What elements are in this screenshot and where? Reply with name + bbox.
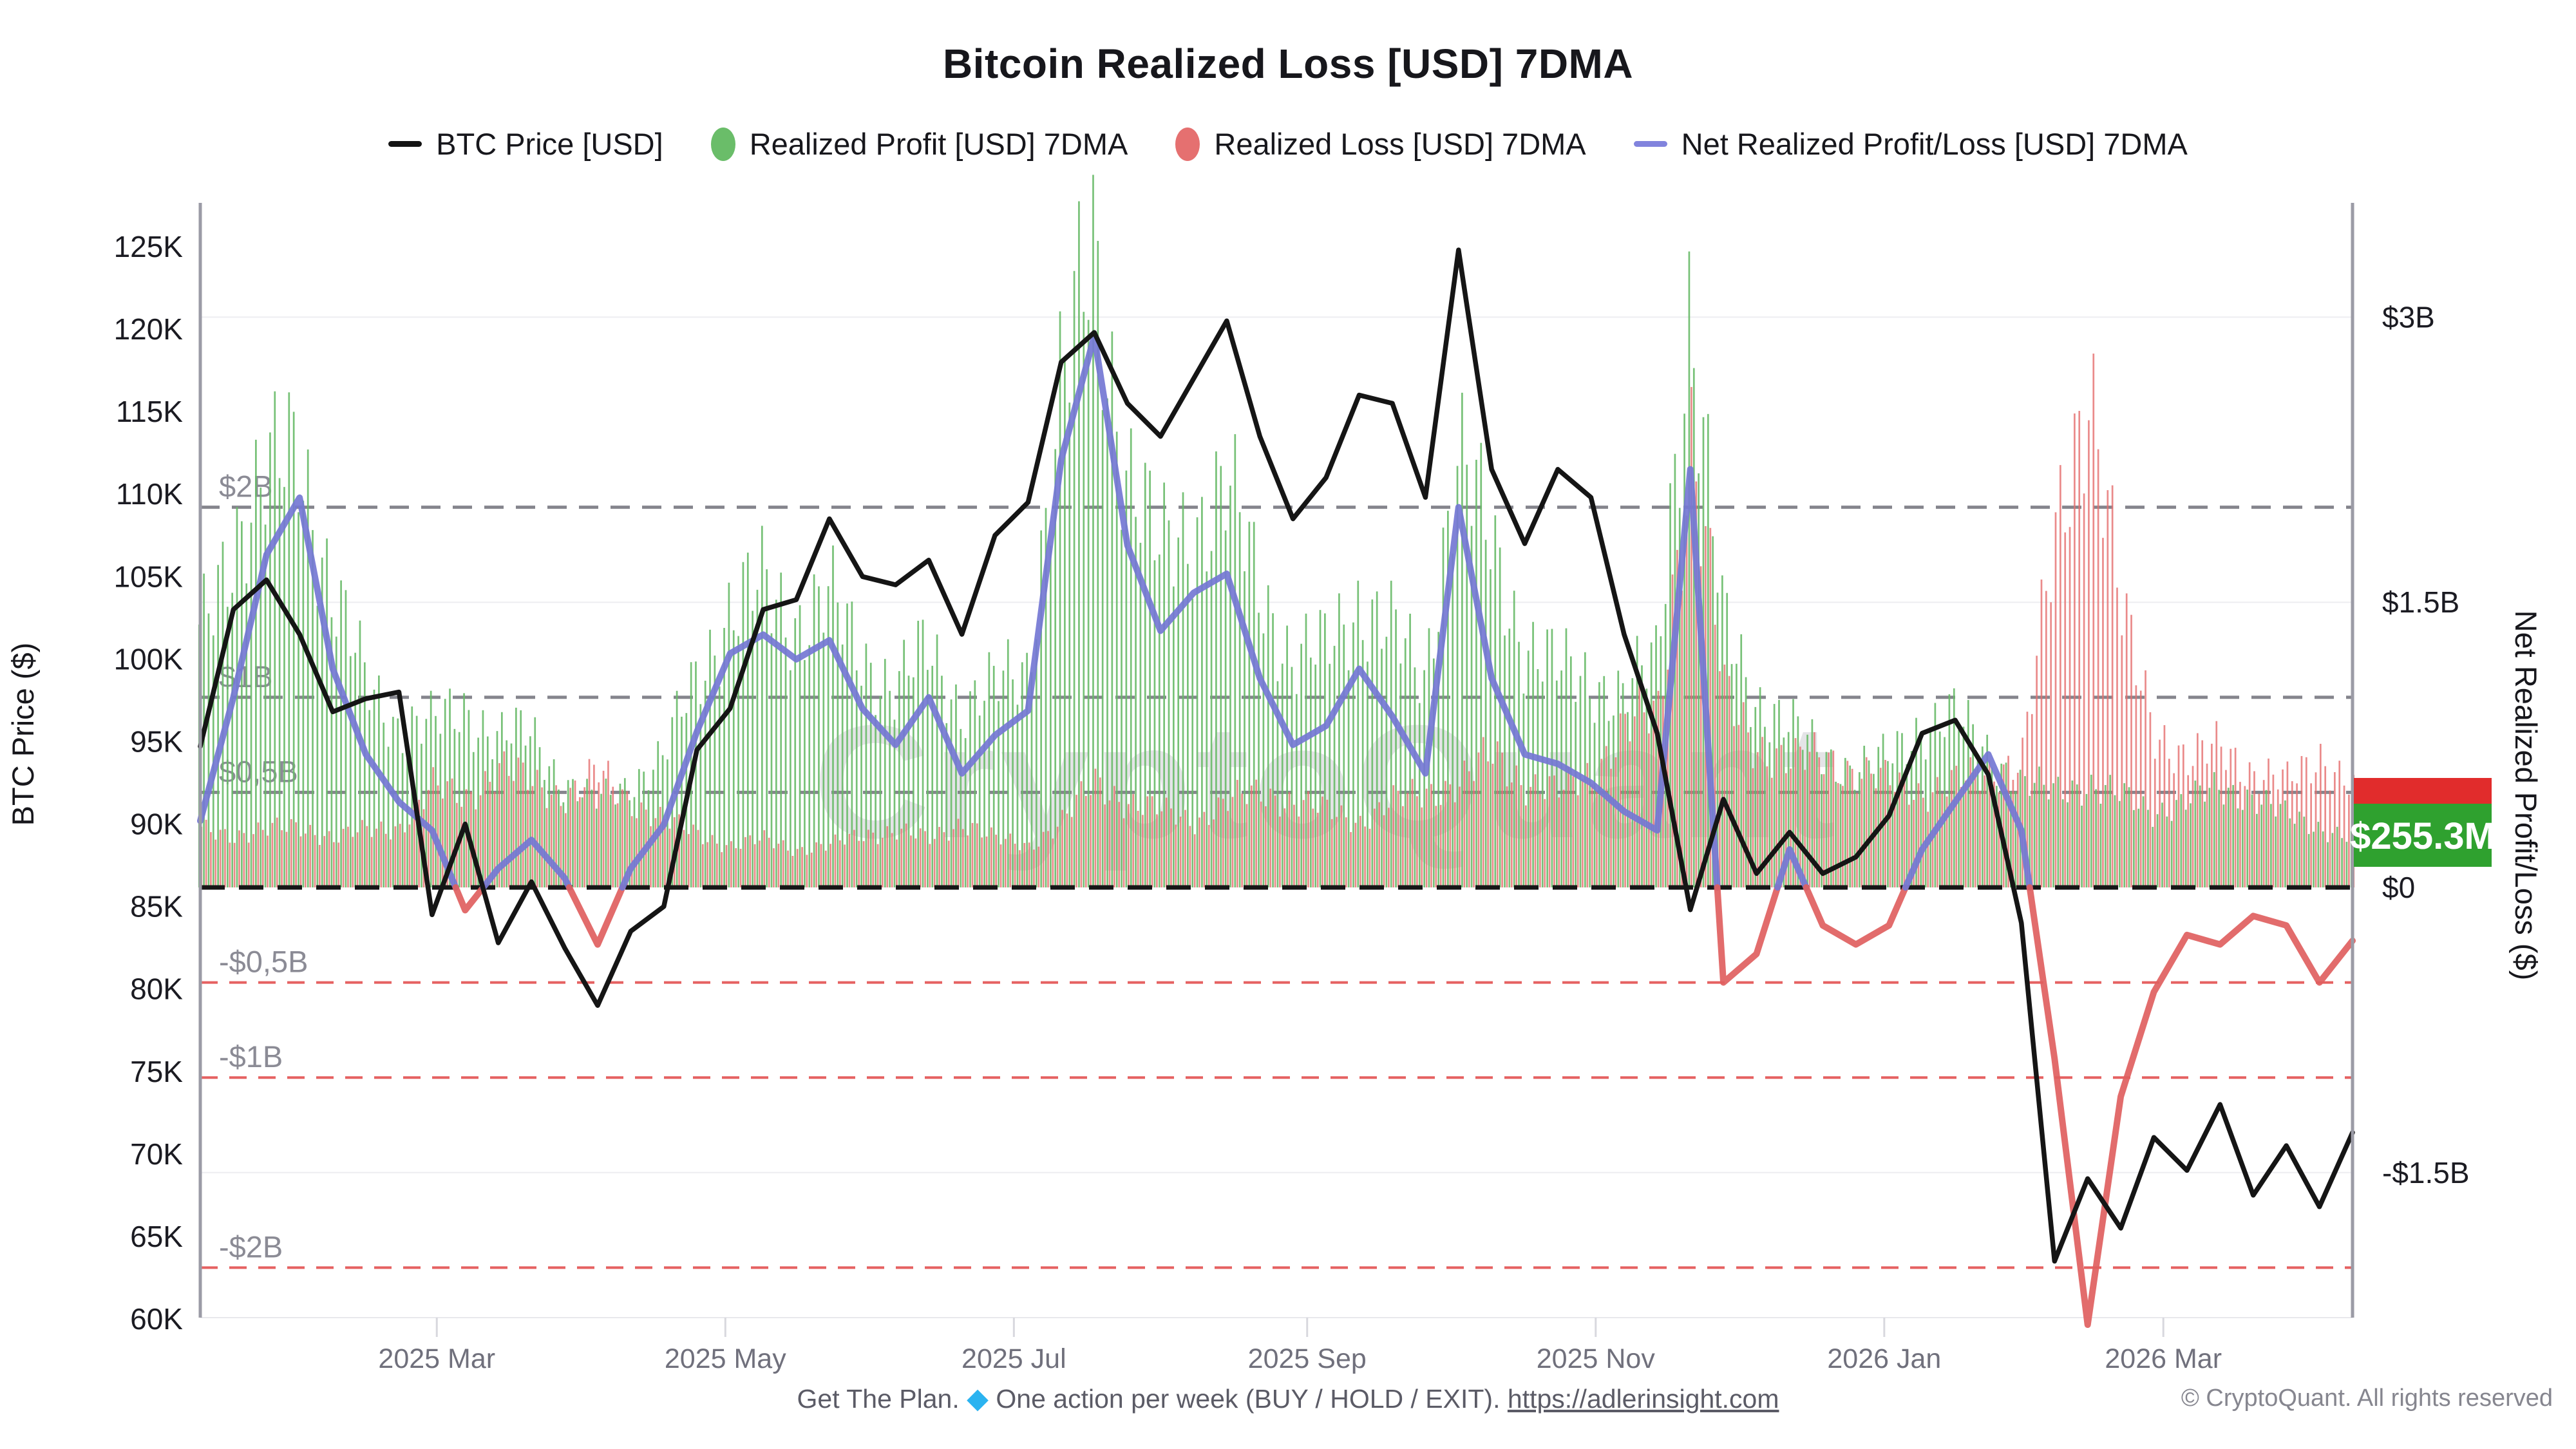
last-value-badges: $255.3M — [2350, 778, 2496, 867]
svg-text:2025 Nov: 2025 Nov — [1537, 1343, 1656, 1374]
legend-item-net-realized-profit-loss-usd-7dma[interactable]: Net Realized Profit/Loss [USD] 7DMA — [1633, 126, 2188, 162]
legend-item-realized-loss-usd-7dma[interactable]: Realized Loss [USD] 7DMA — [1175, 126, 1586, 162]
svg-text:-$1.5B: -$1.5B — [2382, 1156, 2470, 1189]
svg-text:70K: 70K — [130, 1137, 183, 1171]
svg-text:-$2B: -$2B — [219, 1229, 283, 1264]
svg-text:2025 Mar: 2025 Mar — [378, 1343, 495, 1374]
adlerinsight-link[interactable]: https://adlerinsight.com — [1507, 1384, 1779, 1414]
axis-ticks: 125K 120K 115K 110K 105K 100K 95K 90K 85K 80K 75K 7… — [114, 230, 2470, 1374]
legend: BTC Price [USD] Realized Profit [USD] 7DM… — [0, 126, 2576, 162]
diamond-icon: ◆ — [967, 1383, 989, 1414]
svg-text:90K: 90K — [130, 808, 183, 841]
svg-text:$2B: $2B — [219, 469, 273, 504]
svg-text:$0: $0 — [2382, 871, 2415, 904]
svg-text:65K: 65K — [130, 1220, 183, 1253]
realized-profit-badge — [2354, 804, 2492, 867]
promo-text-suffix: One action per week (BUY / HOLD / EXIT). — [996, 1384, 1501, 1414]
legend-circle-swatch — [710, 127, 735, 161]
svg-text:2026 Mar: 2026 Mar — [2105, 1343, 2222, 1374]
legend-item-label: Realized Profit [USD] 7DMA — [749, 127, 1128, 161]
svg-text:-$0,5B: -$0,5B — [219, 945, 308, 979]
legend-circle-swatch — [1175, 127, 1200, 161]
svg-text:2026 Jan: 2026 Jan — [1827, 1343, 1941, 1374]
footer-promo: Get The Plan. ◆ One action per week (BUY… — [0, 1382, 2576, 1415]
legend-line-swatch — [1633, 141, 1667, 147]
btc-price-line — [198, 247, 2355, 1264]
copyright-notice: © CryptoQuant. All rights reserved — [2181, 1385, 2553, 1412]
svg-text:75K: 75K — [130, 1055, 183, 1088]
promo-text-prefix: Get The Plan. — [797, 1384, 960, 1414]
legend-line-swatch — [388, 141, 422, 147]
legend-item-label: Realized Loss [USD] 7DMA — [1214, 127, 1586, 161]
svg-text:-$1B: -$1B — [219, 1039, 283, 1074]
svg-text:100K: 100K — [114, 642, 184, 676]
axes — [198, 203, 2354, 1318]
svg-text:2025 May: 2025 May — [665, 1343, 786, 1374]
legend-item-label: BTC Price [USD] — [436, 127, 663, 161]
svg-text:$3B: $3B — [2382, 300, 2435, 334]
legend-item-label: Net Realized Profit/Loss [USD] 7DMA — [1681, 127, 2188, 161]
svg-text:125K: 125K — [114, 230, 184, 263]
svg-text:115K: 115K — [116, 395, 183, 428]
realized-profit-badge-value: $255.3M — [2350, 815, 2496, 857]
legend-item-realized-profit-usd-7dma[interactable]: Realized Profit [USD] 7DMA — [710, 126, 1128, 162]
right-axis-title: Net Realized Profit/Loss ($) — [2509, 611, 2543, 981]
realized-profit-bars — [198, 175, 2353, 888]
left-axis-title: BTC Price ($) — [6, 643, 40, 826]
svg-text:80K: 80K — [130, 972, 183, 1006]
svg-text:95K: 95K — [130, 724, 183, 758]
svg-text:2025 Jul: 2025 Jul — [961, 1343, 1066, 1374]
svg-text:$0,5B: $0,5B — [219, 754, 298, 788]
svg-text:85K: 85K — [130, 890, 183, 923]
svg-text:110K: 110K — [116, 477, 183, 511]
svg-text:105K: 105K — [114, 560, 184, 593]
svg-text:60K: 60K — [130, 1302, 183, 1336]
net-realized-line — [197, 332, 2356, 1328]
svg-text:$1.5B: $1.5B — [2382, 585, 2459, 619]
svg-text:120K: 120K — [114, 312, 184, 346]
page-title: Bitcoin Realized Loss [USD] 7DMA — [942, 41, 1634, 87]
legend-item-btc-price-usd[interactable]: BTC Price [USD] — [388, 126, 663, 162]
svg-text:2025 Sep: 2025 Sep — [1248, 1343, 1367, 1374]
gridlines — [200, 316, 2353, 1318]
